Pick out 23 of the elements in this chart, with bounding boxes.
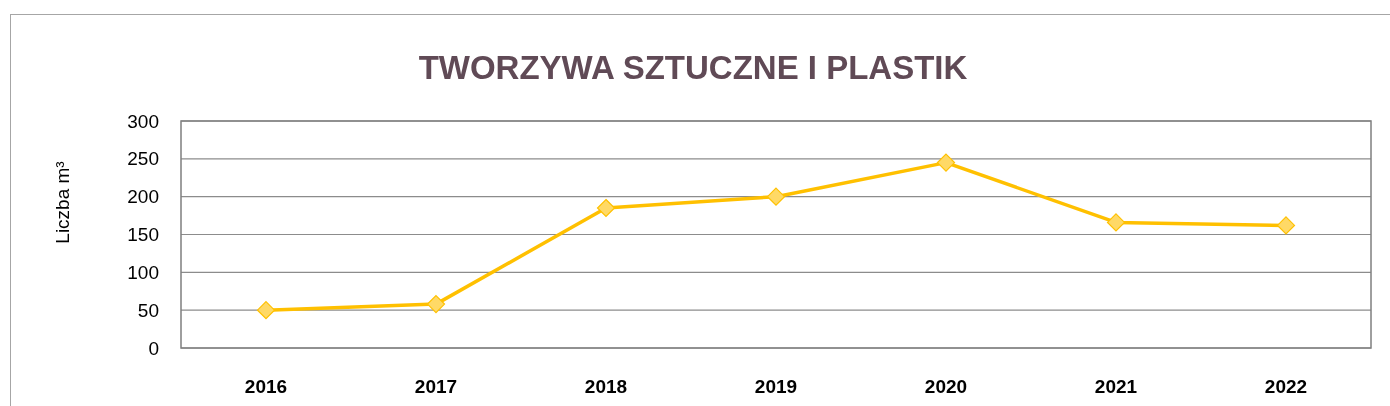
y-tick-label: 200 [127,186,159,208]
x-tick-label: 2017 [414,376,458,397]
y-axis-title: Liczba m³ [52,161,73,244]
point [596,198,616,218]
y-tick-label: 100 [127,261,159,283]
y-tick-label: 250 [127,148,159,170]
point [426,295,446,314]
y-tick-label: 300 [127,110,159,132]
x-tick-label: 2016 [244,376,288,397]
y-tick-label: 0 [148,337,159,359]
point [1276,216,1296,235]
x-tick-label: 2018 [584,376,628,397]
point [256,301,276,320]
chart-title: TWORZYWA SZTUCZNE I PLASTIK [418,49,968,86]
x-tick-label: 2021 [1094,376,1138,397]
x-tick-label: 2022 [1264,376,1308,397]
x-tick-label: 2020 [924,376,968,397]
point [936,153,956,172]
y-tick-label: 150 [127,224,159,246]
y-tick-label: 50 [137,299,159,321]
x-tick-label: 2019 [754,376,798,397]
point [1106,213,1126,232]
point [766,187,786,206]
